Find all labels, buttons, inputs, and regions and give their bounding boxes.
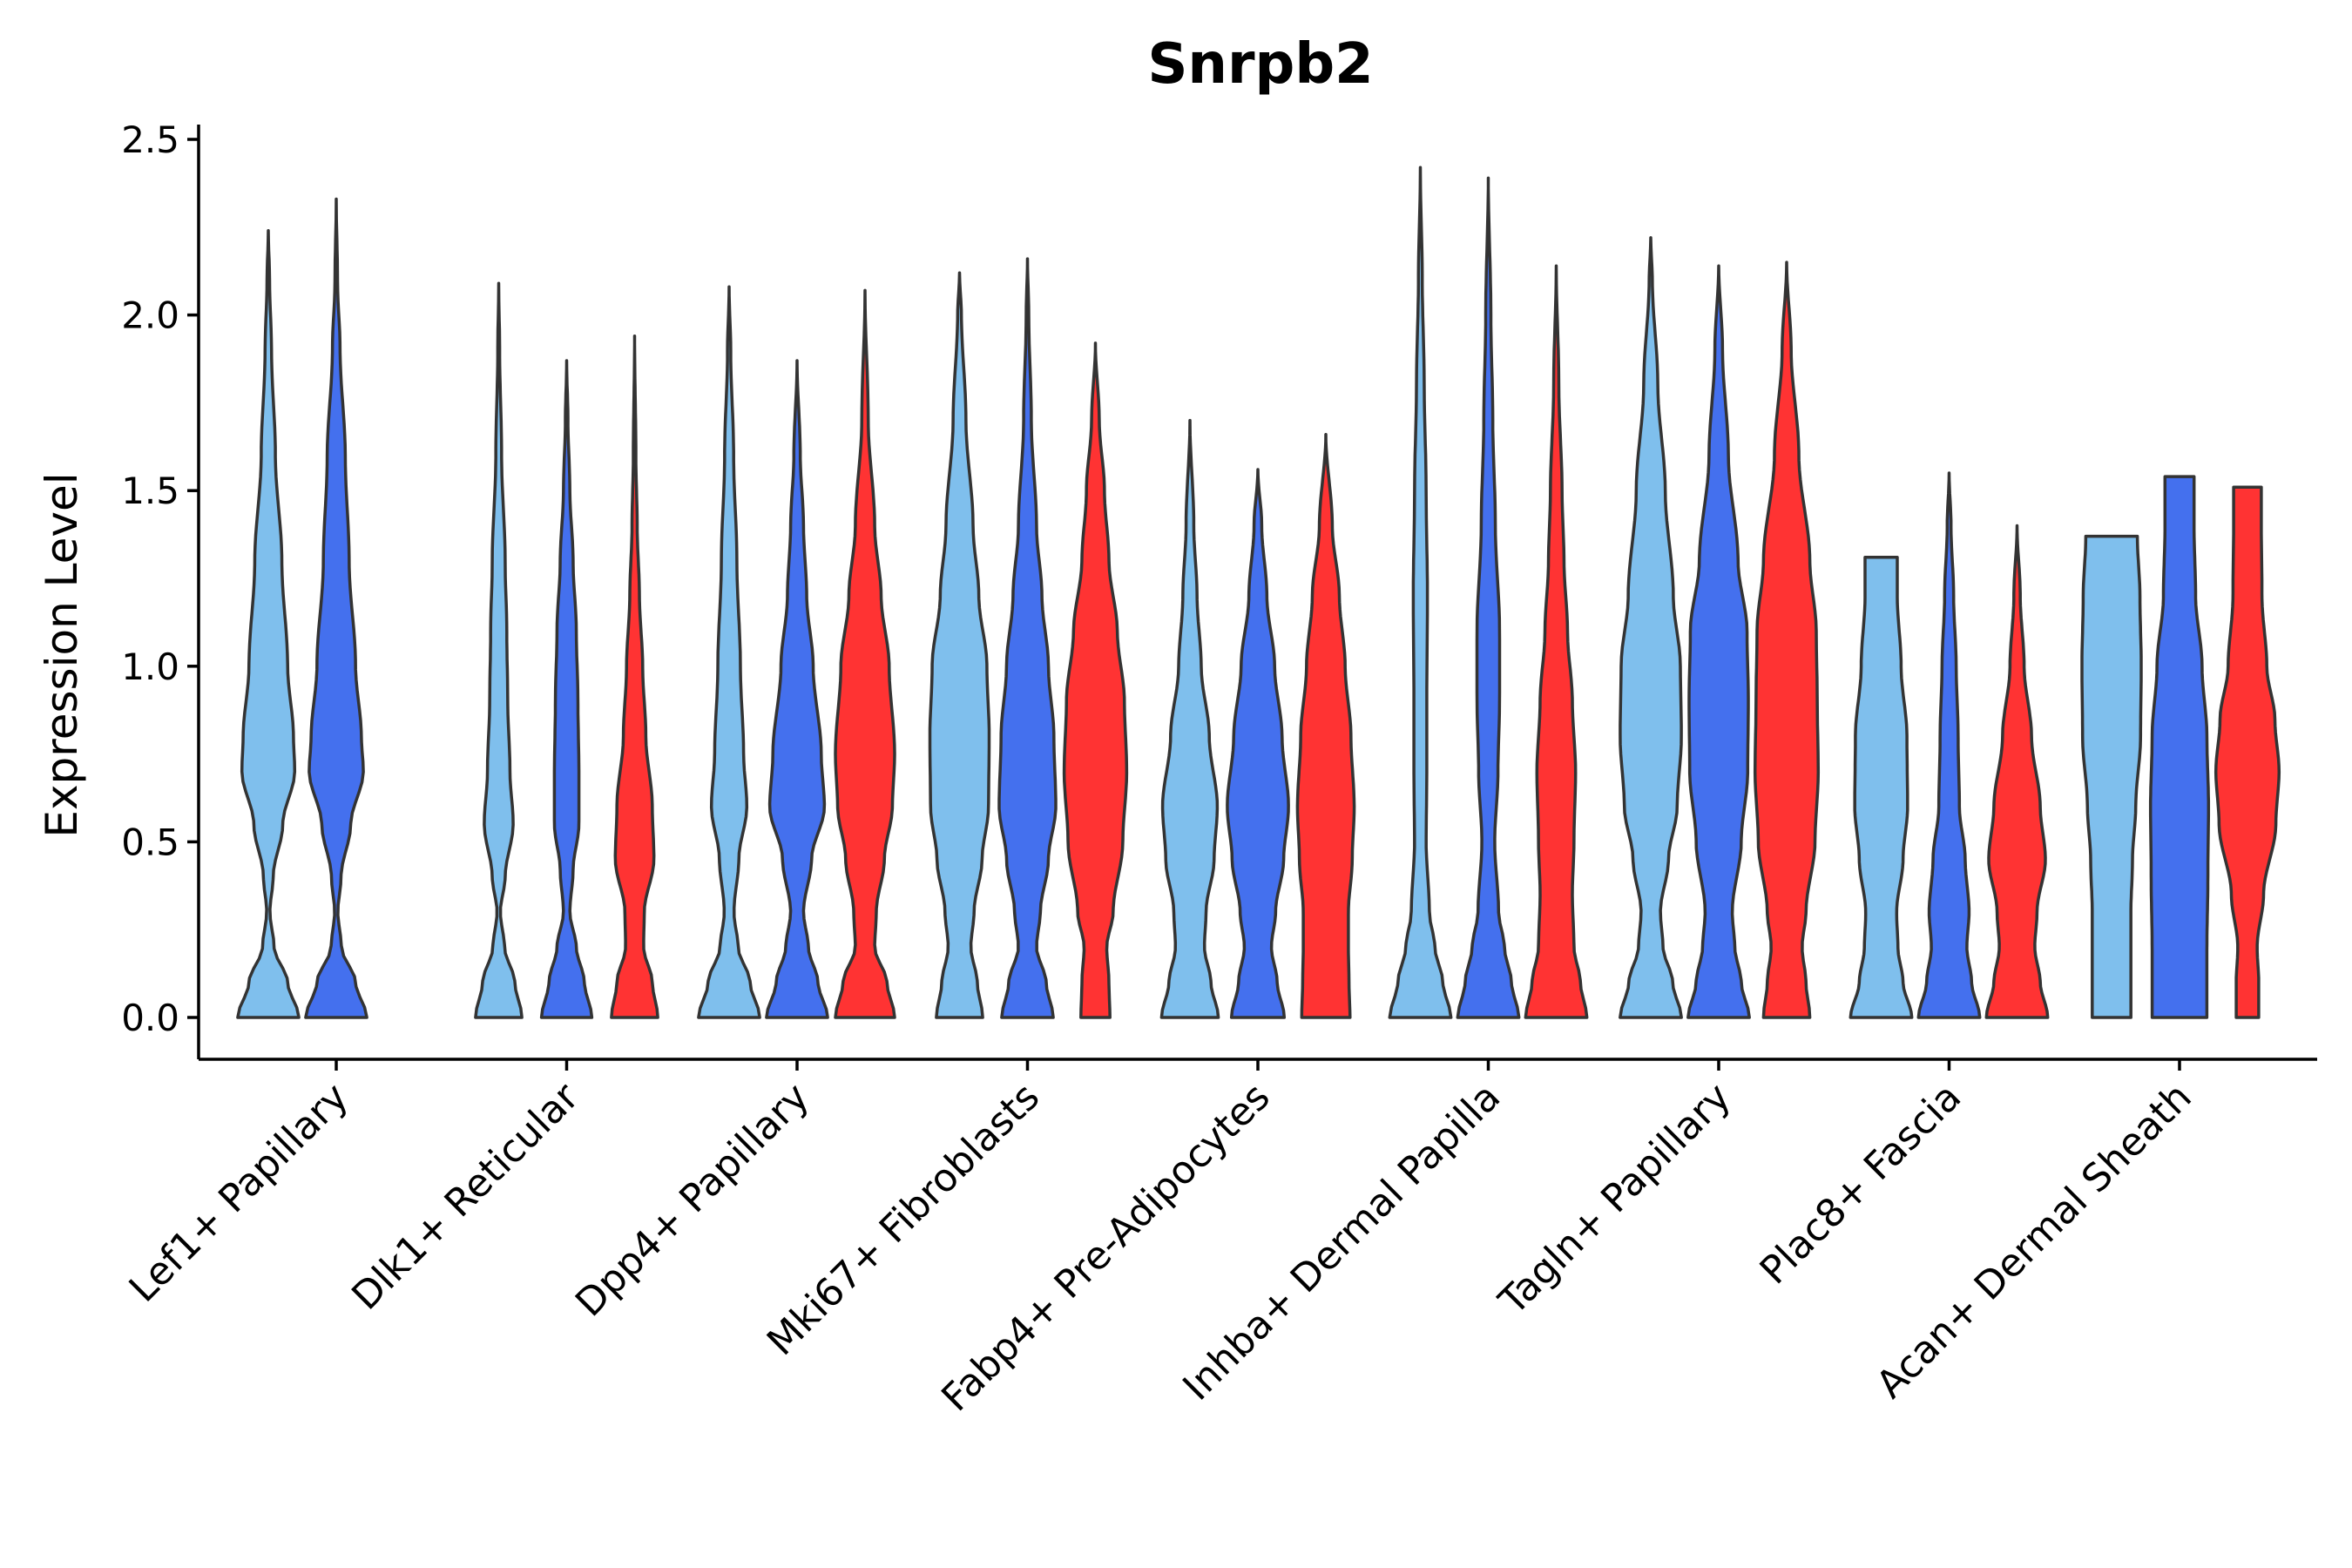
violin-plac8-fascia-series-1 (1848, 556, 1914, 1019)
y-tick-label: 2.5 (121, 118, 179, 161)
violin-acan-dermal-sheath-series-3 (2213, 485, 2281, 1019)
violin-dpp4-papillary-series-1 (697, 285, 761, 1019)
y-tick-label: 2.0 (121, 294, 179, 337)
violin-dpp4-papillary-series-2 (765, 359, 829, 1019)
violin-lef1-papillary-series-2 (304, 197, 368, 1019)
violin-inhba-dermal-papilla-series-3 (1524, 264, 1589, 1019)
violin-fabp4-pre-adipocytes-series-1 (1159, 418, 1220, 1019)
x-tick-label: Tagln+ Papillary (1490, 1075, 1740, 1324)
violin-plac8-fascia-series-3 (1984, 524, 2050, 1019)
violin-fabp4-pre-adipocytes-series-3 (1295, 432, 1356, 1019)
violin-plac8-fascia-series-2 (1916, 471, 1982, 1019)
violin-tagln-papillary-series-2 (1686, 264, 1751, 1019)
violin-lef1-papillary-series-1 (236, 229, 301, 1019)
violin-inhba-dermal-papilla-series-1 (1388, 166, 1453, 1019)
violin-dlk1-reticular-series-3 (610, 335, 659, 1019)
y-axis: 0.0 0.5 1.0 1.5 2.0 2.5 (121, 118, 200, 1059)
chart-title: Snrpb2 (1147, 32, 1373, 97)
x-tick-label: Plac8+ Fascia (1752, 1075, 1970, 1294)
x-tick-label: Lef1+ Papillary (121, 1075, 357, 1311)
y-tick-label: 0.0 (121, 997, 179, 1039)
violin-inhba-dermal-papilla-series-2 (1456, 176, 1521, 1019)
violin-acan-dermal-sheath-series-2 (2148, 475, 2211, 1019)
violin-acan-dermal-sheath-series-1 (2080, 534, 2143, 1019)
y-tick-label: 0.5 (121, 821, 179, 863)
violin-tagln-papillary-series-3 (1753, 260, 1821, 1019)
y-tick-label: 1.0 (121, 645, 179, 688)
y-axis-title: Expression Level (37, 472, 87, 837)
y-tick-label: 1.5 (121, 470, 179, 512)
x-tick-label: Dlk1+ Reticular (343, 1074, 588, 1319)
violin-mki67-fibroblasts-series-2 (997, 257, 1058, 1019)
x-tick-label: Dpp4+ Papillary (567, 1075, 818, 1326)
violin-tagln-papillary-series-1 (1619, 236, 1683, 1019)
violin-dpp4-papillary-series-3 (834, 288, 896, 1019)
violin-group (236, 166, 2281, 1019)
violin-dlk1-reticular-series-1 (474, 281, 524, 1019)
violin-dlk1-reticular-series-2 (539, 359, 594, 1019)
violin-fabp4-pre-adipocytes-series-2 (1226, 468, 1290, 1019)
violin-mki67-fibroblasts-series-1 (928, 271, 991, 1019)
violin-mki67-fibroblasts-series-3 (1062, 341, 1129, 1019)
